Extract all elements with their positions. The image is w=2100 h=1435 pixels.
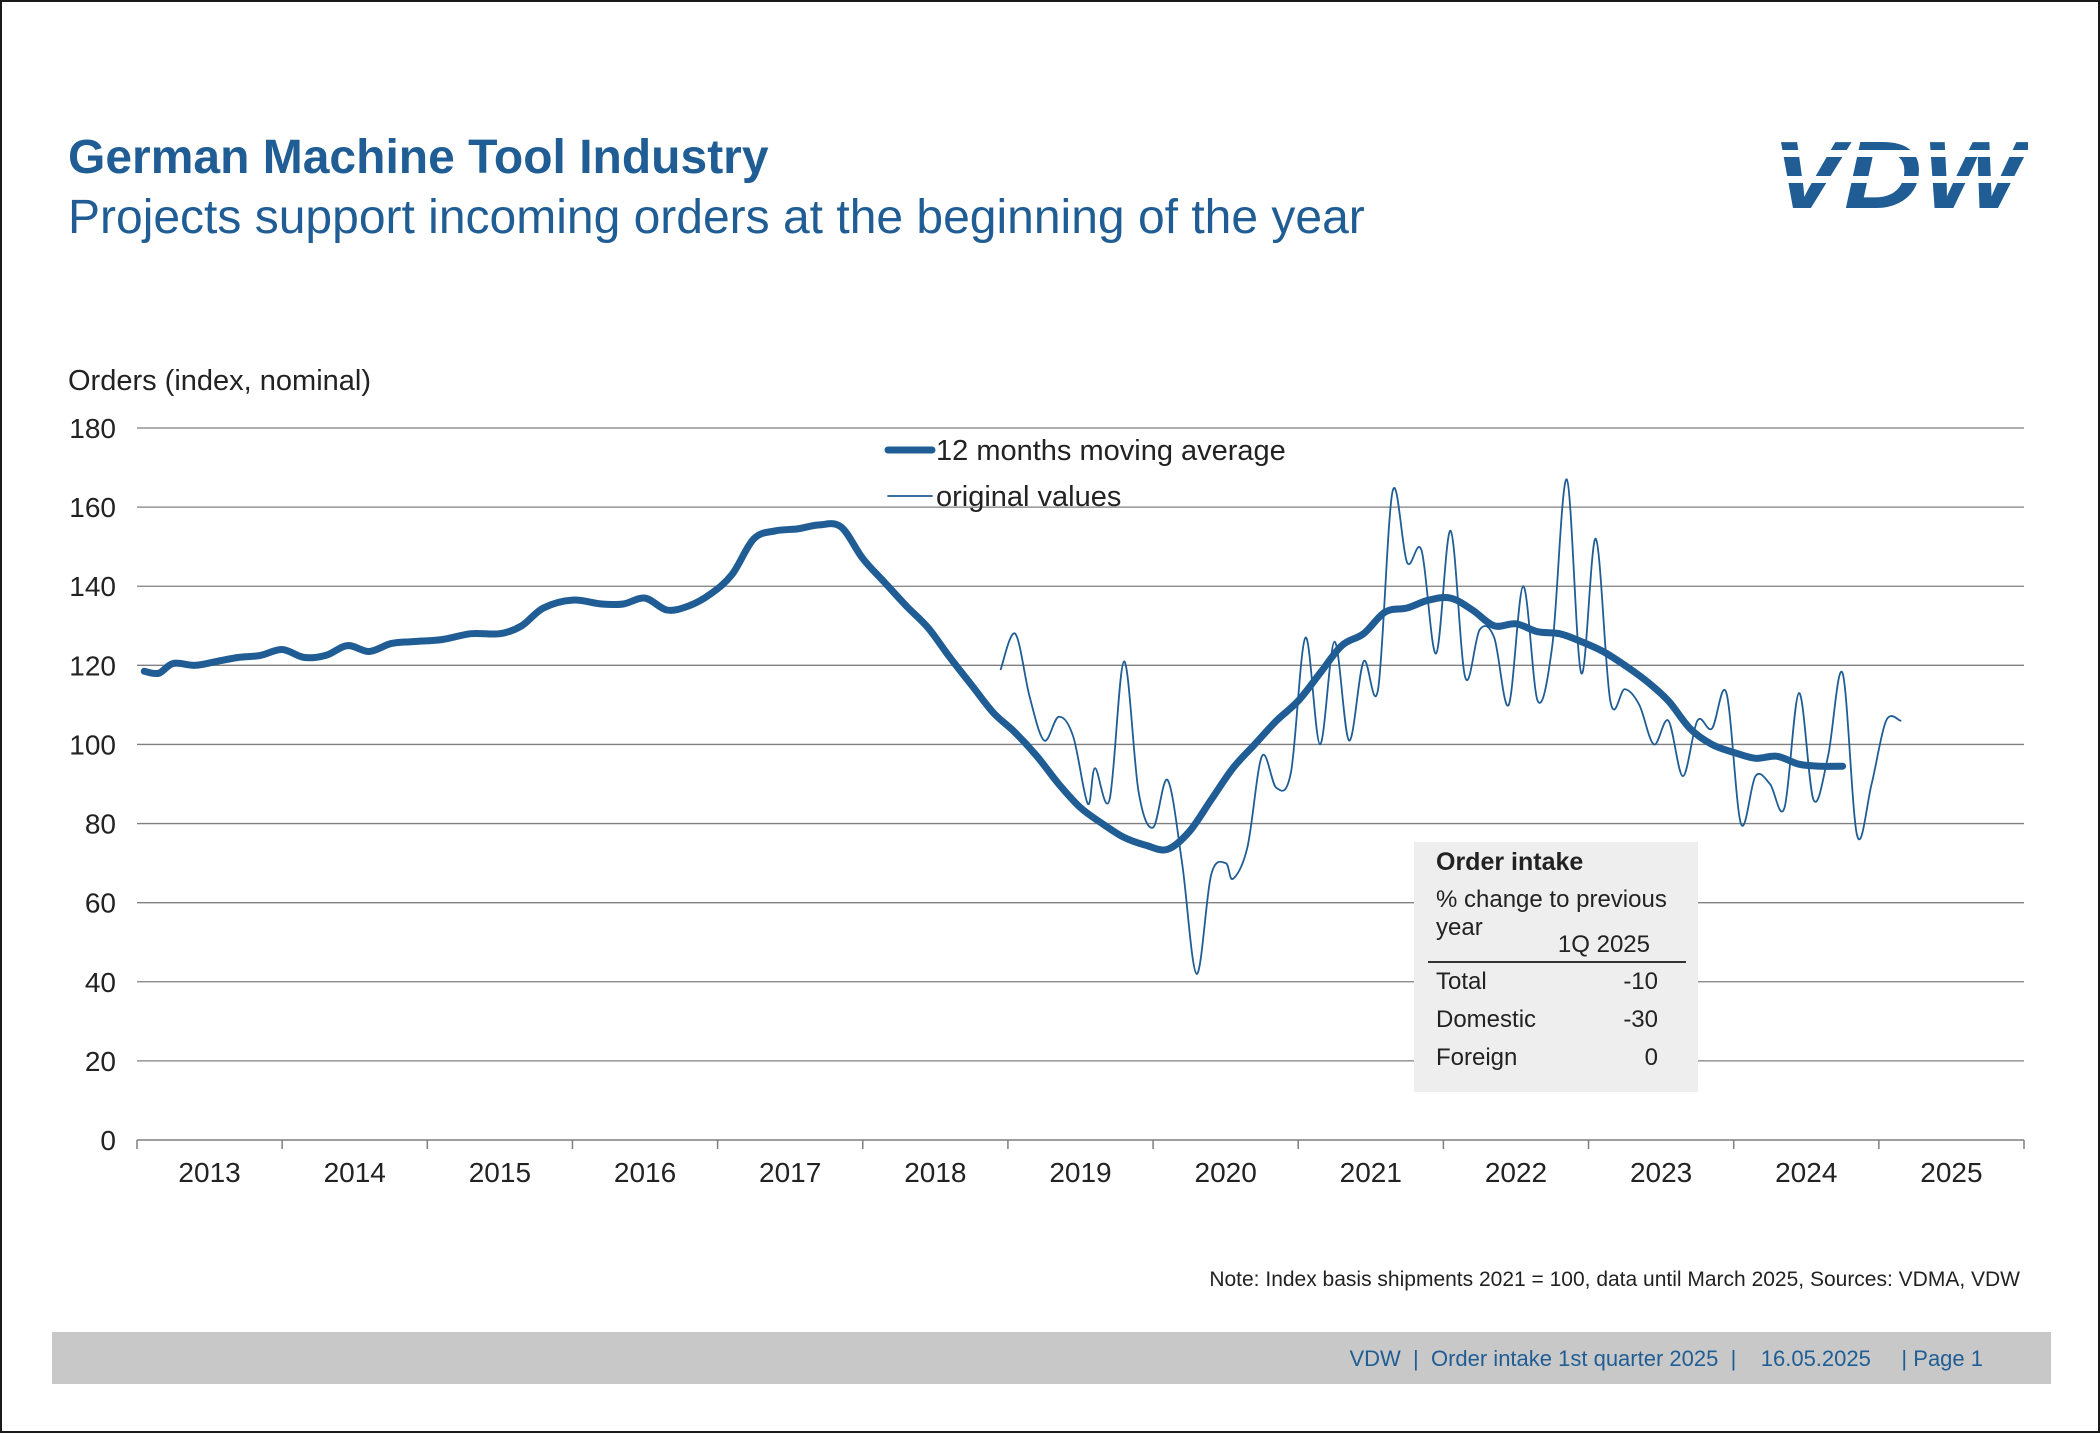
x-tick-label: 2021 xyxy=(1340,1157,1402,1188)
footer-org: VDW xyxy=(1349,1346,1401,1371)
footer-separator: | xyxy=(1413,1346,1419,1371)
y-tick-label: 0 xyxy=(100,1125,116,1156)
vdw-logo: VDW xyxy=(1768,130,2028,218)
row-value: -30 xyxy=(1623,1006,1658,1033)
row-label: Total xyxy=(1436,968,1487,995)
table-column-header: 1Q 2025 xyxy=(1557,931,1650,958)
footer-date: 16.05.2025 xyxy=(1760,1346,1871,1371)
row-value: -10 xyxy=(1623,968,1658,995)
footer-separator: | xyxy=(1730,1346,1737,1371)
footer-page: Page 1 xyxy=(1913,1346,1983,1371)
x-tick-label: 2016 xyxy=(614,1157,676,1188)
table-row-domestic: Domestic -30 xyxy=(1436,1006,1658,1036)
y-tick-label: 60 xyxy=(85,888,116,919)
footer-document: Order intake 1st quarter 2025 xyxy=(1430,1346,1719,1371)
page-title: German Machine Tool Industry xyxy=(68,131,769,184)
row-label: Domestic xyxy=(1436,1006,1537,1033)
footer-separator: | xyxy=(1901,1346,1908,1371)
table-title: Order intake xyxy=(1436,848,1584,876)
row-value: 0 xyxy=(1644,1044,1658,1071)
y-axis-title: Orders (index, nominal) xyxy=(68,365,371,397)
x-tick-label: 2013 xyxy=(178,1157,240,1188)
x-tick-label: 2015 xyxy=(469,1157,531,1188)
y-tick-label: 100 xyxy=(69,729,116,760)
x-tick-label: 2025 xyxy=(1920,1157,1982,1188)
x-tick-label: 2020 xyxy=(1195,1157,1257,1188)
legend-label: 12 months moving average xyxy=(936,435,1286,467)
x-tick-label: 2022 xyxy=(1485,1157,1547,1188)
table-row-foreign: Foreign 0 xyxy=(1436,1044,1658,1074)
x-tick-label: 2019 xyxy=(1049,1157,1111,1188)
x-tick-label: 2017 xyxy=(759,1157,821,1188)
page-subtitle: Projects support incoming orders at the … xyxy=(68,191,1365,244)
chart-legend: 12 months moving average original values xyxy=(884,435,1286,513)
footer-bar: VDW | Order intake 1st quarter 2025 | 16… xyxy=(52,1332,2051,1384)
y-tick-label: 40 xyxy=(85,967,116,998)
x-tick-label: 2014 xyxy=(324,1157,386,1188)
order-intake-table: Order intake % change to previous year 1… xyxy=(1414,842,1698,1092)
table-divider xyxy=(1428,961,1686,963)
y-tick-label: 160 xyxy=(69,492,116,523)
y-tick-label: 20 xyxy=(85,1046,116,1077)
y-tick-label: 140 xyxy=(69,571,116,602)
x-tick-label: 2023 xyxy=(1630,1157,1692,1188)
series-line-moving-average xyxy=(140,520,1847,854)
row-label: Foreign xyxy=(1436,1044,1518,1071)
x-tick-label: 2018 xyxy=(904,1157,966,1188)
y-tick-label: 180 xyxy=(69,413,116,444)
y-tick-label: 80 xyxy=(85,809,116,840)
logo-text: VDW xyxy=(1772,130,2028,218)
x-tick-label: 2024 xyxy=(1775,1157,1837,1188)
y-tick-label: 120 xyxy=(69,650,116,681)
footer-text: VDW | Order intake 1st quarter 2025 | 16… xyxy=(1349,1346,1983,1372)
table-subtitle: % change to previous year xyxy=(1436,886,1667,941)
legend-label: original values xyxy=(936,481,1121,513)
table-row-total: Total -10 xyxy=(1436,968,1658,998)
source-note: Note: Index basis shipments 2021 = 100, … xyxy=(1209,1268,2020,1291)
